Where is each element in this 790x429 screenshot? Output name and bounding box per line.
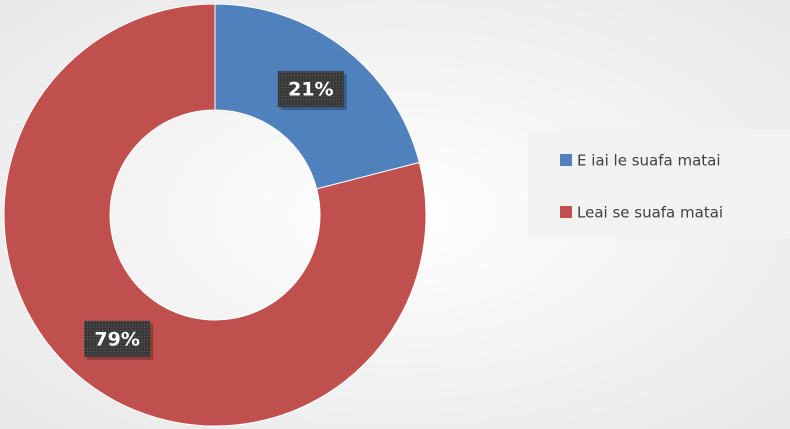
legend-swatch	[560, 206, 572, 218]
legend-label: E iai le suafa matai	[577, 152, 721, 170]
legend-box	[528, 130, 790, 238]
data-label: 79%	[94, 328, 139, 350]
legend-swatch	[560, 154, 572, 166]
slice	[3, 3, 427, 427]
label-box	[84, 320, 151, 357]
legend-label: Leai se suafa matai	[577, 204, 723, 222]
data-label: 21%	[288, 79, 333, 101]
label-box	[277, 71, 344, 108]
